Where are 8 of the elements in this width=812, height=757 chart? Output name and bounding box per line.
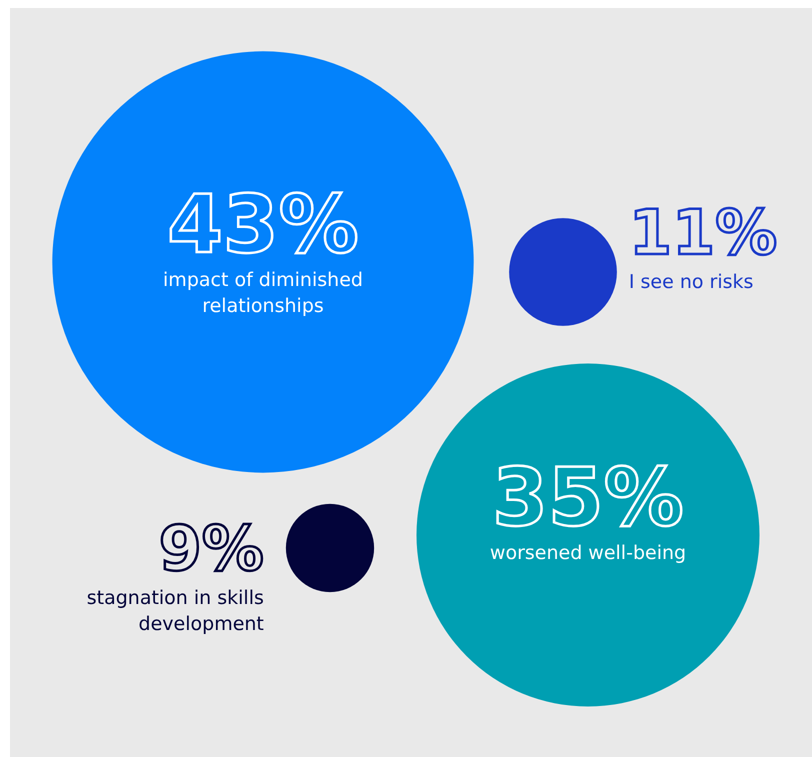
data-label: 9% [158,512,264,585]
data-label: 35% [492,451,684,544]
category-label: impact of diminished relationships [163,269,363,317]
category-label: stagnation in skills development [86,587,264,635]
data-label: 11% [628,196,778,269]
category-label: I see no risks [628,271,754,293]
data-label: 43% [167,178,359,271]
category-label: worsened well-being [490,542,686,564]
